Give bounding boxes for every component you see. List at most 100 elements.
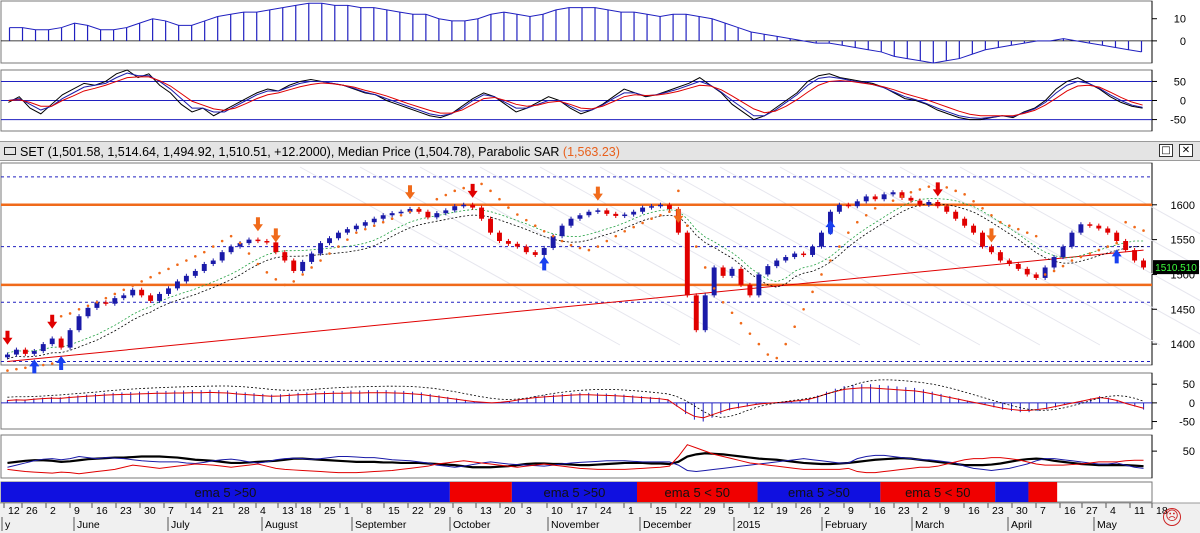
median-price-label: Median Price — [337, 145, 411, 159]
series-line — [8, 69, 1143, 121]
sar-dot — [194, 255, 197, 258]
sar-dot — [319, 259, 322, 262]
sar-dot — [739, 321, 743, 325]
x-day-label: 25 — [324, 505, 336, 517]
candle-body — [497, 232, 502, 242]
sar-dot — [355, 231, 358, 234]
candle-body — [67, 330, 73, 348]
candle-body — [765, 266, 771, 275]
candle-body — [658, 204, 663, 207]
y-tick-label: 0 — [1189, 398, 1195, 410]
price-panel-title: SET (1,501.58, 1,514.64, 1,494.92, 1,510… — [20, 145, 620, 159]
candle-body — [1141, 260, 1146, 268]
sar-dot — [247, 252, 251, 255]
sar-dot — [677, 189, 680, 193]
sad-face-icon[interactable]: ☹ — [1163, 508, 1181, 526]
sar-dot — [140, 280, 143, 283]
maximize-button[interactable]: □ — [1159, 144, 1173, 157]
dmi-series-line — [7, 444, 1144, 475]
sell-signal-arrow — [270, 228, 281, 243]
candle-body — [1132, 250, 1138, 261]
sar-dot — [86, 304, 90, 308]
sar-dot — [945, 186, 949, 189]
ema-band-label: ema 5 >50 — [544, 485, 606, 500]
sar-dot — [122, 288, 126, 292]
candle-body — [416, 208, 422, 212]
ohlc-values: (1,501.58, 1,514.64, 1,494.92, 1,510.51,… — [47, 145, 331, 159]
x-day-label: 23 — [992, 505, 1004, 517]
sar-dot — [632, 225, 635, 229]
sar-dot — [864, 213, 868, 217]
ema-band-segment — [1028, 482, 1058, 502]
sar-dot — [659, 213, 662, 217]
x-day-label: 29 — [434, 505, 446, 517]
ema-band-segment — [636, 482, 758, 502]
candle-body — [613, 213, 619, 216]
sar-dot — [41, 363, 45, 367]
sar-dot — [256, 262, 260, 266]
x-day-label: 8 — [366, 505, 372, 517]
y-tick-label: 1450 — [1171, 304, 1195, 316]
candle-body — [1042, 267, 1048, 278]
sar-dot — [498, 197, 501, 201]
sar-dot — [981, 206, 984, 210]
sell-signal-arrow — [673, 208, 684, 223]
ema-band-label: ema 5 >50 — [195, 485, 257, 500]
panel-frame-4 — [0, 434, 1153, 479]
candle-body — [908, 197, 914, 201]
sar-dot — [507, 206, 510, 209]
sell-signal-arrow — [2, 330, 13, 345]
candle-body — [988, 246, 994, 253]
guide-line — [1019, 166, 1200, 268]
sar-dot — [909, 190, 913, 194]
sar-dot — [399, 213, 403, 217]
guide-line — [539, 166, 861, 346]
macd-line — [7, 387, 1144, 419]
candle-body — [783, 257, 789, 261]
sar-dot — [292, 280, 296, 283]
y-tick-label: 10 — [1174, 14, 1186, 26]
candle-body — [881, 194, 887, 200]
candle-body — [532, 252, 538, 255]
y-tick-label: 1400 — [1171, 339, 1195, 351]
macd-signal-line — [7, 379, 1144, 418]
x-day-label: 15 — [655, 505, 667, 517]
candle-body — [854, 201, 860, 207]
sar-dot — [211, 245, 215, 248]
sar-dot — [346, 238, 349, 241]
candle-body — [318, 243, 324, 254]
buy-signal-arrow — [1111, 249, 1122, 264]
guide-line — [779, 166, 1101, 346]
x-day-label: 24 — [600, 505, 612, 517]
x-day-label: 23 — [898, 505, 910, 517]
candle-body — [389, 213, 395, 216]
sar-dot — [668, 210, 671, 214]
candle-body — [219, 252, 225, 261]
sar-dot — [650, 217, 653, 221]
sar-dot — [220, 239, 224, 243]
candle-body — [237, 243, 243, 247]
symbol-name: SET — [20, 145, 45, 159]
ema-band-segment — [511, 482, 637, 502]
candle-body — [166, 288, 171, 294]
candle-body — [1114, 232, 1120, 242]
candle-body — [380, 215, 386, 219]
x-month-label: September — [355, 519, 407, 531]
candle-body — [434, 213, 440, 218]
long-moving-average — [7, 249, 1144, 363]
x-day-label: 14 — [190, 505, 202, 517]
sell-signal-arrow — [405, 185, 416, 200]
sar-dot — [444, 193, 448, 197]
last-price-tag-bg — [1153, 260, 1199, 275]
sar-dot — [542, 229, 546, 233]
sar-dot — [202, 250, 206, 254]
y-tick-label: -50 — [1179, 417, 1195, 429]
candle-body — [523, 246, 529, 253]
buy-signal-arrow — [825, 220, 836, 235]
x-day-label: 1 — [344, 505, 350, 517]
candle-body — [541, 247, 547, 255]
sar-dot — [686, 224, 689, 227]
close-button[interactable]: ✕ — [1179, 144, 1193, 157]
candle-body — [595, 210, 601, 212]
sar-dot — [328, 252, 331, 255]
